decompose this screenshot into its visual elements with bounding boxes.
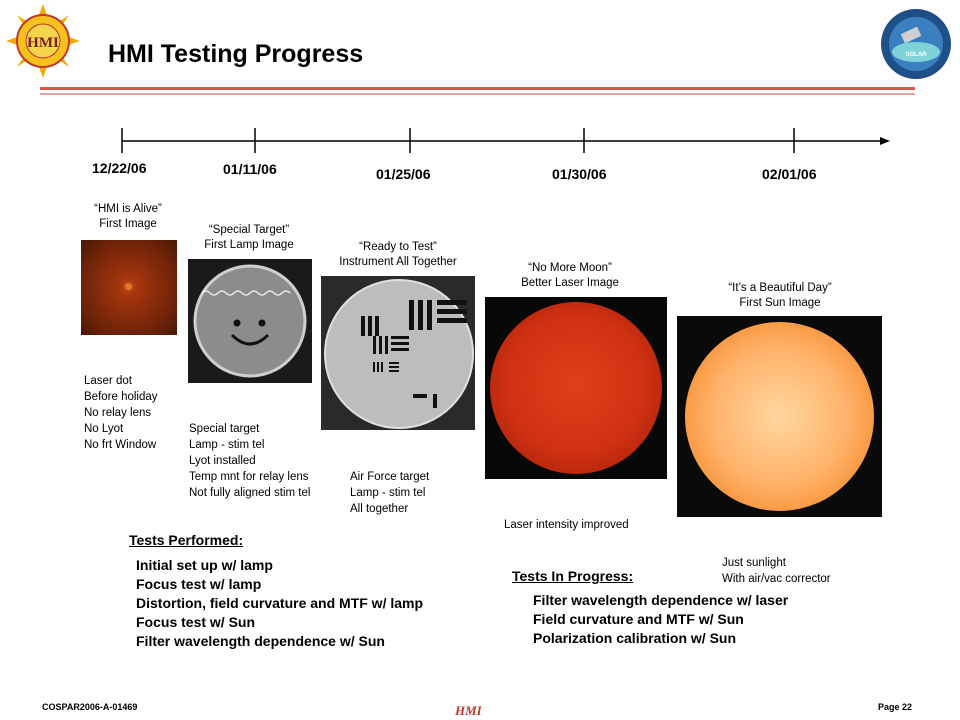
timeline bbox=[121, 128, 890, 153]
milestone-notes: Laser intensity improved bbox=[504, 519, 629, 531]
tests-performed-heading: Tests Performed: bbox=[129, 532, 244, 548]
timeline-date: 01/30/06 bbox=[552, 166, 607, 182]
timeline-date: 01/25/06 bbox=[376, 166, 431, 182]
milestone-notes: Laser dot Before holiday No relay lens No L… bbox=[84, 375, 158, 451]
milestone-notes: Just sunlight With air/vac corrector bbox=[722, 557, 831, 585]
list-item: Filter wavelength dependence w/ laser bbox=[533, 592, 789, 608]
title-underline-secondary bbox=[40, 93, 915, 95]
list-item: Focus test w/ lamp bbox=[136, 576, 262, 592]
milestone-caption: “HMI is Alive” First Image bbox=[94, 203, 162, 230]
special-target-image bbox=[188, 259, 312, 383]
milestone-caption: “Special Target” First Lamp Image bbox=[204, 224, 294, 251]
list-item: Focus test w/ Sun bbox=[136, 614, 256, 630]
list-item: Initial set up w/ lamp bbox=[136, 557, 273, 573]
milestone-notes: Air Force target Lamp - stim tel All toget… bbox=[350, 471, 430, 515]
tests-performed-list: Initial set up w/ lamp Focus test w/ lam… bbox=[136, 556, 423, 651]
better-laser-image bbox=[485, 297, 667, 479]
list-item: Field curvature and MTF w/ Sun bbox=[533, 611, 744, 627]
list-item: Filter wavelength dependence w/ Sun bbox=[136, 633, 385, 649]
footer-page-number: Page 22 bbox=[878, 702, 913, 712]
title-underline bbox=[40, 87, 915, 90]
hmi-logo: HMI bbox=[6, 4, 80, 78]
milestone-notes: Special target Lamp - stim tel Lyot instal… bbox=[189, 423, 311, 499]
timeline-date: 01/11/06 bbox=[223, 161, 277, 177]
milestone-caption: “No More Moon” Better Laser Image bbox=[521, 262, 619, 289]
list-item: Polarization calibration w/ Sun bbox=[533, 630, 737, 646]
footer-hmi-mark: HMI bbox=[455, 703, 482, 718]
svg-text:SOLAR: SOLAR bbox=[906, 52, 928, 58]
milestone-caption: “It’s a Beautiful Day” First Sun Image bbox=[728, 282, 832, 309]
slide-title: HMI Testing Progress bbox=[108, 40, 364, 68]
laser-dot-image bbox=[81, 240, 177, 335]
milestone-caption: “Ready to Test” Instrument All Together bbox=[339, 241, 457, 268]
list-item: Distortion, field curvature and MTF w/ l… bbox=[136, 595, 424, 611]
tests-in-progress-heading: Tests In Progress: bbox=[512, 568, 634, 584]
sdo-logo: SOLAR bbox=[880, 8, 952, 80]
air-force-target-image bbox=[321, 276, 475, 430]
footer-document-id: COSPAR2006-A-01469 bbox=[42, 702, 138, 712]
tests-in-progress-list: Filter wavelength dependence w/ laser Fi… bbox=[533, 591, 788, 648]
first-sun-image bbox=[677, 316, 882, 517]
timeline-date: 12/22/06 bbox=[92, 160, 147, 176]
timeline-date: 02/01/06 bbox=[762, 166, 817, 182]
svg-text:HMI: HMI bbox=[27, 35, 59, 51]
